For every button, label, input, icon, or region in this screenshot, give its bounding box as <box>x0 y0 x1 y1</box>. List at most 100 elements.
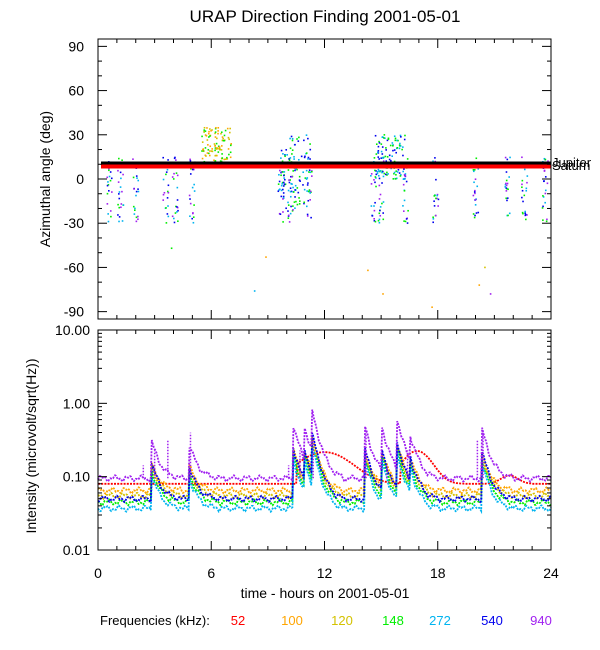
series-line-940 <box>97 409 552 483</box>
scatter-point <box>206 152 209 154</box>
scatter-point <box>133 188 135 190</box>
legend-item-540: 540 <box>481 613 503 628</box>
legend-item-148: 148 <box>382 613 404 628</box>
scatter-point <box>208 154 211 157</box>
scatter-point <box>297 191 300 194</box>
scatter-point <box>298 179 301 181</box>
scatter-point <box>396 139 398 142</box>
scatter-point <box>282 221 284 223</box>
series-line-120 <box>97 439 552 501</box>
scatter-point <box>214 127 217 130</box>
bottom-ytick-label: 0.01 <box>63 542 90 558</box>
scatter-point <box>283 174 285 177</box>
scatter-point <box>307 137 309 140</box>
scatter-point <box>167 215 170 218</box>
scatter-point <box>223 134 226 137</box>
scatter-point <box>396 147 399 149</box>
scatter-point <box>214 132 216 135</box>
scatter-point <box>298 200 301 202</box>
scatter-point <box>173 157 176 160</box>
scatter-point <box>382 201 385 203</box>
scatter-point <box>303 188 306 191</box>
scatter-point <box>282 192 285 194</box>
scatter-point <box>375 173 378 176</box>
scatter-point <box>309 190 312 193</box>
scatter-point <box>289 187 292 190</box>
scatter-point <box>509 156 511 159</box>
scatter-point <box>399 175 402 177</box>
scatter-point <box>524 210 526 213</box>
scatter-point <box>381 170 384 173</box>
scatter-point <box>292 205 294 207</box>
scatter-point <box>217 130 219 132</box>
scatter-point <box>541 207 544 209</box>
scatter-point <box>404 220 407 223</box>
scatter-point <box>121 220 124 222</box>
scatter-point <box>176 174 179 177</box>
scatter-point <box>378 142 381 144</box>
scatter-point <box>288 158 290 160</box>
scatter-point <box>546 182 549 185</box>
scatter-point <box>203 131 205 133</box>
scatter-point <box>278 180 281 183</box>
scatter-point <box>172 178 175 180</box>
scatter-point <box>525 187 528 190</box>
scatter-point <box>221 136 224 138</box>
scatter-point <box>521 196 523 199</box>
scatter-point <box>370 183 373 185</box>
scatter-point <box>382 156 385 159</box>
ref-label-jupiter: Jupiter <box>552 155 592 170</box>
scatter-point <box>379 170 381 173</box>
scatter-point <box>133 209 136 212</box>
scatter-point <box>280 189 283 192</box>
scatter-point <box>295 200 297 203</box>
scatter-point <box>385 149 387 151</box>
scatter-point <box>121 159 123 161</box>
scatter-point <box>294 196 296 198</box>
scatter-point <box>373 209 376 212</box>
scatter-point <box>217 126 220 129</box>
scatter-point <box>547 160 549 162</box>
scatter-point <box>281 181 284 184</box>
scatter-point <box>378 184 381 187</box>
scatter-point <box>523 194 526 197</box>
scatter-point <box>370 205 373 207</box>
scatter-point <box>117 181 120 183</box>
scatter-point <box>203 129 206 131</box>
scatter-point <box>289 195 292 198</box>
scatter-point <box>293 158 295 160</box>
scatter-point <box>436 197 438 200</box>
scatter-point <box>288 181 291 184</box>
scatter-point <box>206 127 208 129</box>
scatter-point <box>393 172 395 175</box>
scatter-point <box>163 191 166 194</box>
scatter-point <box>373 205 375 207</box>
scatter-point <box>378 170 380 172</box>
scatter-point <box>294 207 296 210</box>
scatter-point <box>376 172 379 175</box>
scatter-point <box>282 211 284 213</box>
scatter-point <box>380 150 383 153</box>
scatter-point <box>296 187 299 189</box>
scatter-point <box>204 134 207 136</box>
scatter-point <box>391 142 394 144</box>
scatter-point <box>215 142 218 145</box>
scatter-point <box>135 190 138 193</box>
scatter-point <box>189 198 191 200</box>
scatter-point <box>402 154 404 157</box>
scatter-point <box>303 202 305 205</box>
scatter-point <box>403 138 406 141</box>
intensity-series <box>97 409 552 515</box>
scatter-point <box>282 198 284 200</box>
scatter-point <box>374 134 377 137</box>
scatter-point <box>504 183 507 186</box>
scatter-point <box>122 204 125 206</box>
scatter-point <box>375 153 378 155</box>
scatter-point <box>437 198 440 201</box>
scatter-point <box>378 158 380 160</box>
scatter-point <box>296 203 299 206</box>
scatter-point <box>474 178 477 181</box>
scatter-point <box>107 220 110 223</box>
scatter-point <box>382 137 385 139</box>
scatter-point <box>166 168 169 171</box>
